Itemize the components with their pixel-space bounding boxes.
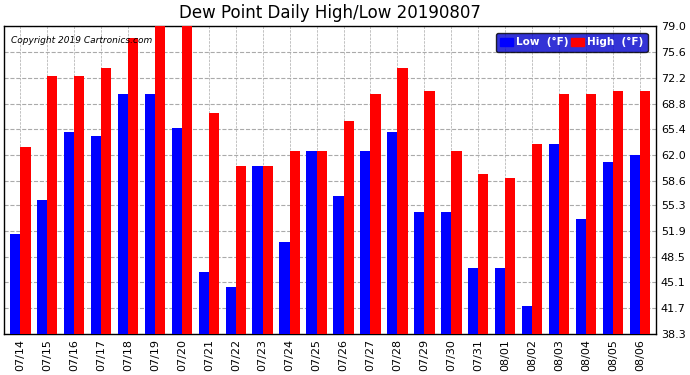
Bar: [468, 268, 478, 334]
Bar: [478, 174, 489, 334]
Bar: [575, 219, 586, 334]
Bar: [279, 242, 290, 334]
Bar: [371, 94, 381, 334]
Bar: [414, 211, 424, 334]
Text: Copyright 2019 Cartronics.com: Copyright 2019 Cartronics.com: [10, 36, 152, 45]
Bar: [75, 76, 84, 334]
Bar: [602, 162, 613, 334]
Bar: [317, 151, 327, 334]
Bar: [549, 144, 559, 334]
Bar: [172, 129, 182, 334]
Bar: [387, 132, 397, 334]
Bar: [495, 268, 505, 334]
Bar: [47, 76, 57, 334]
Bar: [10, 234, 20, 334]
Bar: [145, 94, 155, 334]
Bar: [505, 177, 515, 334]
Bar: [424, 91, 435, 334]
Bar: [236, 166, 246, 334]
Bar: [397, 68, 408, 334]
Bar: [451, 151, 462, 334]
Bar: [532, 144, 542, 334]
Bar: [344, 121, 354, 334]
Bar: [118, 94, 128, 334]
Bar: [522, 306, 532, 334]
Bar: [586, 94, 596, 334]
Bar: [91, 136, 101, 334]
Bar: [290, 151, 300, 334]
Bar: [629, 155, 640, 334]
Bar: [209, 113, 219, 334]
Bar: [199, 272, 209, 334]
Bar: [333, 196, 344, 334]
Bar: [128, 38, 138, 334]
Legend: Low  (°F), High  (°F): Low (°F), High (°F): [496, 33, 647, 52]
Bar: [360, 151, 371, 334]
Bar: [182, 23, 193, 334]
Bar: [20, 147, 30, 334]
Bar: [155, 23, 165, 334]
Bar: [640, 91, 650, 334]
Bar: [613, 91, 623, 334]
Bar: [64, 132, 75, 334]
Bar: [306, 151, 317, 334]
Bar: [263, 166, 273, 334]
Bar: [441, 211, 451, 334]
Bar: [37, 200, 47, 334]
Bar: [226, 287, 236, 334]
Bar: [253, 166, 263, 334]
Title: Dew Point Daily High/Low 20190807: Dew Point Daily High/Low 20190807: [179, 4, 481, 22]
Bar: [101, 68, 111, 334]
Bar: [559, 94, 569, 334]
